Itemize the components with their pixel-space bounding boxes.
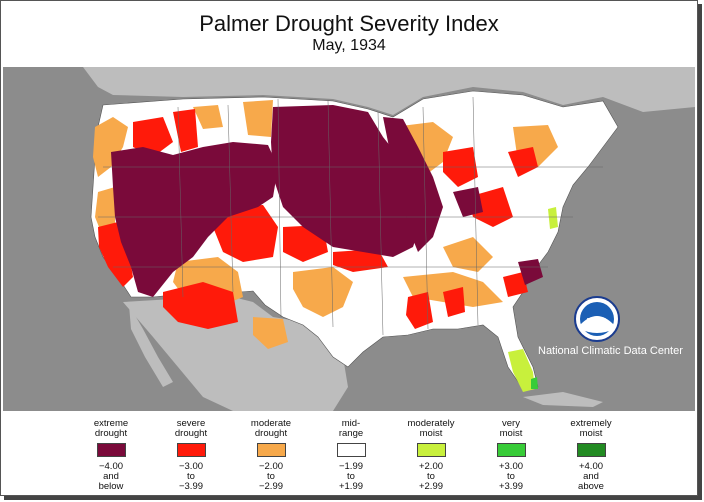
region-severe-oklahoma xyxy=(333,249,388,272)
legend-range: −2.00 to −2.99 xyxy=(258,461,284,492)
credit-text: National Climatic Data Center xyxy=(538,345,683,357)
legend-label: mid-range xyxy=(338,418,364,439)
mexico-land xyxy=(123,297,348,411)
state-borders xyxy=(98,96,603,336)
region-moderate-pacific xyxy=(93,117,128,177)
legend-item: moderately moist +2.00 to +2.99 xyxy=(391,415,471,492)
region-severe-alabama xyxy=(443,287,465,317)
legend-label: moderately moist xyxy=(407,418,455,439)
region-very-moist-florida xyxy=(531,377,538,389)
legend-label: severe drought xyxy=(174,418,208,439)
legend-item: moderate drought −2.00 to −2.99 xyxy=(231,415,311,492)
region-moist-florida xyxy=(508,349,535,392)
region-severe-colorado xyxy=(213,205,278,262)
baja-peninsula xyxy=(129,305,173,387)
region-severe-newyork xyxy=(508,147,538,177)
legend-range: +2.00 to +2.99 xyxy=(418,461,444,492)
legend-range: −1.99 to +1.99 xyxy=(338,461,364,492)
legend-swatch xyxy=(256,443,286,457)
legend-item: extreme drought −4.00 and below xyxy=(71,415,151,492)
map-title: Palmer Drought Severity Index xyxy=(199,11,499,36)
region-moderate-montana xyxy=(243,100,273,137)
legend-item: mid-range −1.99 to +1.99 xyxy=(311,415,391,492)
legend-item: severe drought −3.00 to −3.99 xyxy=(151,415,231,492)
legend-swatch xyxy=(96,443,126,457)
map-subtitle: May, 1934 xyxy=(312,37,386,54)
legend-item: very moist +3.00 to +3.99 xyxy=(471,415,551,492)
legend: extreme drought −4.00 and below severe droug… xyxy=(71,415,631,492)
noaa-logo-icon: NOAA xyxy=(574,296,620,342)
noaa-logo-text: NOAA xyxy=(587,318,608,325)
region-extreme-plains xyxy=(271,105,423,257)
drought-map: NOAA xyxy=(3,67,695,411)
legend-label: very moist xyxy=(499,418,523,439)
legend-label: extreme drought xyxy=(93,418,129,439)
region-moderate-north xyxy=(193,105,223,129)
legend-range: +4.00 and above xyxy=(578,461,604,492)
region-severe-idaho xyxy=(173,109,198,152)
region-extreme-west xyxy=(111,142,278,297)
region-severe-mississippi xyxy=(406,292,433,329)
legend-range: −4.00 and below xyxy=(98,461,124,492)
cuba-land xyxy=(523,392,603,407)
legend-item: extremely moist +4.00 and above xyxy=(551,415,631,492)
region-moderate-texas xyxy=(253,317,288,349)
region-extreme-midwest xyxy=(383,117,443,252)
legend-swatch xyxy=(336,443,366,457)
map-figure: Palmer Drought Severity Index May, 1934 xyxy=(0,0,698,496)
legend-swatch xyxy=(496,443,526,457)
region-moderate-south xyxy=(293,267,353,317)
region-extreme-carolina xyxy=(518,259,543,285)
legend-swatch xyxy=(416,443,446,457)
legend-label: extremely moist xyxy=(570,418,612,439)
region-severe-carolina xyxy=(503,272,528,297)
region-severe-arizona xyxy=(163,282,238,329)
legend-label: moderate drought xyxy=(250,418,292,439)
canada-land xyxy=(83,67,695,115)
region-moderate-ohio xyxy=(443,237,493,272)
legend-swatch xyxy=(176,443,206,457)
legend-range: −3.00 to −3.99 xyxy=(178,461,204,492)
legend-range: +3.00 to +3.99 xyxy=(498,461,524,492)
legend-swatch xyxy=(576,443,606,457)
region-moist-newjersey xyxy=(548,207,558,229)
